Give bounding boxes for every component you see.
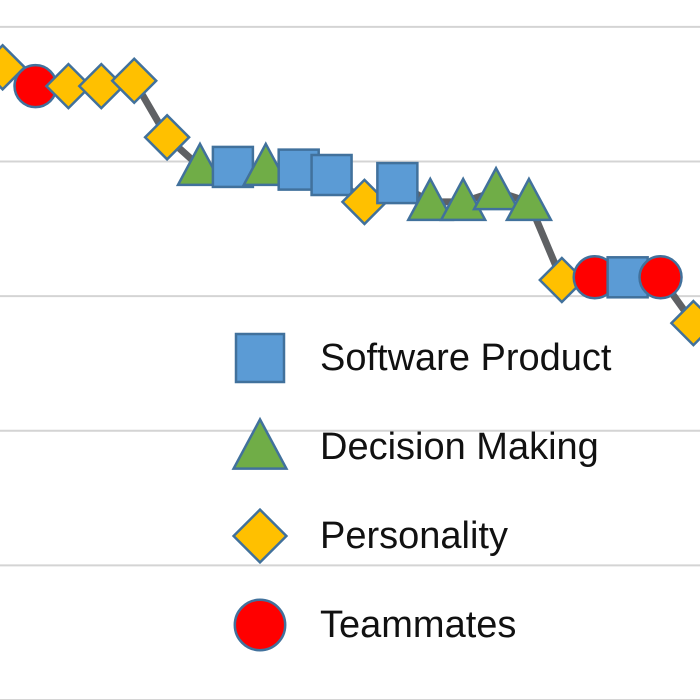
legend-label-software-product: Software Product <box>320 337 612 379</box>
data-point-teammates <box>638 255 683 300</box>
data-point-software-product <box>376 161 419 205</box>
data-point-personality <box>0 43 27 92</box>
data-point-decision-making <box>504 176 554 222</box>
legend-label-personality: Personality <box>320 515 508 557</box>
data-point-personality <box>110 57 158 105</box>
data-point-decision-making <box>471 165 521 211</box>
data-point-personality <box>143 113 191 162</box>
data-points <box>0 43 700 347</box>
data-point-decision-making <box>175 141 225 187</box>
legend-item-decision-making: Decision Making <box>231 416 599 470</box>
legend-marker-decision-making <box>231 416 289 470</box>
data-point-decision-making <box>406 176 455 222</box>
legend-label-decision-making: Decision Making <box>320 426 599 468</box>
data-point-personality <box>669 299 700 347</box>
legend-marker-software-product <box>234 332 286 384</box>
legend-marker-teammates <box>233 598 287 652</box>
legend-item-personality: Personality <box>231 507 508 565</box>
legend-item-software-product: Software Product <box>234 332 612 384</box>
data-point-decision-making <box>241 141 290 187</box>
legend-symbol-decision-making <box>231 416 289 470</box>
grid <box>0 25 700 700</box>
legend-marker-personality <box>231 507 289 565</box>
legend-item-teammates: Teammates <box>233 598 516 652</box>
data-point-software-product <box>310 153 353 197</box>
legend-symbol-teammates <box>233 598 287 652</box>
legend-symbol-personality <box>231 507 289 565</box>
legend: Software Product Decision Making Persona… <box>231 332 612 652</box>
legend-symbol-software-product <box>234 332 286 384</box>
legend-label-teammates: Teammates <box>320 604 516 646</box>
data-point-personality <box>44 62 93 110</box>
